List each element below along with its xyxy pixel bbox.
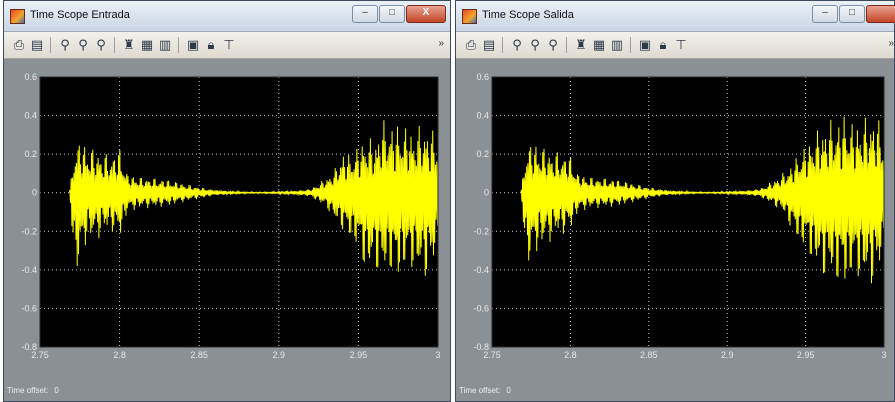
toolbar-separator	[178, 37, 179, 53]
y-tick-label: 0.6	[24, 72, 37, 82]
minimize-button[interactable]: –	[352, 5, 378, 23]
matlab-icon	[10, 9, 25, 24]
toolbar-overflow-icon[interactable]: »	[888, 38, 894, 49]
time-offset-value: 0	[506, 386, 511, 395]
toolbar-separator	[50, 37, 51, 53]
maximize-button[interactable]: □	[839, 5, 865, 23]
zoom-in-icon[interactable]: ⚲	[60, 37, 70, 52]
axes-border	[491, 76, 885, 348]
zoom-y-icon[interactable]: ⚲	[96, 37, 106, 52]
scope-window-salida: Time Scope Salida – □ ⎙ ▤ ⚲ ⚲ ⚲ ♜ ▦ ▥ ▣ …	[455, 0, 895, 402]
time-offset-readout: Time offset: 0	[7, 386, 59, 395]
x-tick-label: 2.9	[273, 350, 286, 360]
close-button[interactable]	[866, 5, 895, 23]
x-tick-label: 3	[881, 350, 886, 360]
y-tick-label: -0.8	[21, 342, 37, 352]
y-tick-label: 0.2	[24, 149, 37, 159]
time-offset-value: 0	[54, 386, 59, 395]
toolbar-separator	[630, 37, 631, 53]
scope-axes: 2.75 2.8 2.85 2.9 2.95 3 0.6 0.4 0.2 0 -0.2 -0.4 -0.…	[473, 72, 886, 360]
scope-axes: 2.75 2.8 2.85 2.9 2.95 3 0.6 0.4 0.2 0 -0.2 -0.4 -0.…	[21, 72, 440, 360]
zoom-in-icon[interactable]: ⚲	[512, 37, 522, 52]
x-tick-label: 2.95	[797, 350, 815, 360]
toolbar-separator	[566, 37, 567, 53]
save-axes-icon[interactable]: ▦	[592, 37, 606, 52]
x-tick-label: 2.8	[564, 350, 577, 360]
y-tick-label: -0.4	[21, 265, 37, 275]
y-tick-label: -0.8	[473, 342, 489, 352]
y-tick-label: 0	[32, 188, 37, 198]
print-icon[interactable]: ⎙	[13, 37, 25, 52]
x-tick-label: 2.8	[113, 350, 126, 360]
x-tick-label: 2.75	[483, 350, 501, 360]
title-bar[interactable]: Time Scope Salida – □	[456, 1, 895, 32]
zoom-y-icon[interactable]: ⚲	[548, 37, 558, 52]
parameters-icon[interactable]: ▣	[186, 37, 200, 52]
x-tick-label: 2.95	[350, 350, 368, 360]
toolbar-overflow-icon[interactable]: »	[438, 38, 444, 49]
y-tick-label: -0.6	[473, 303, 489, 313]
time-offset-readout: Time offset: 0	[459, 386, 511, 395]
toolbar-separator	[502, 37, 503, 53]
page-setup-icon[interactable]: ▤	[482, 37, 496, 52]
close-icon: X	[422, 7, 430, 18]
minimize-button[interactable]: –	[812, 5, 838, 23]
toolbar-separator	[114, 37, 115, 53]
x-tick-label: 2.85	[640, 350, 658, 360]
maximize-icon: □	[848, 7, 856, 18]
signal-selector-icon[interactable]: ⊤	[223, 37, 235, 52]
y-tick-label: -0.4	[473, 265, 489, 275]
time-offset-label: Time offset:	[7, 386, 49, 395]
title-bar[interactable]: Time Scope Entrada – □ X	[4, 1, 450, 32]
time-offset-label: Time offset:	[459, 386, 501, 395]
maximize-button[interactable]: □	[379, 5, 405, 23]
toolbar: ⎙ ▤ ⚲ ⚲ ⚲ ♜ ▦ ▥ ▣ 🔒︎ ⊤ »	[4, 32, 450, 59]
scope-window-entrada: Time Scope Entrada – □ X ⎙ ▤ ⚲ ⚲ ⚲ ♜ ▦ ▥…	[3, 0, 451, 402]
x-tick-label: 2.9	[721, 350, 734, 360]
restore-axes-icon[interactable]: ▥	[610, 37, 624, 52]
print-icon[interactable]: ⎙	[465, 37, 477, 52]
x-tick-label: 3	[435, 350, 440, 360]
parameters-icon[interactable]: ▣	[638, 37, 652, 52]
page-setup-icon[interactable]: ▤	[30, 37, 44, 52]
toolbar: ⎙ ▤ ⚲ ⚲ ⚲ ♜ ▦ ▥ ▣ 🔒︎ ⊤ »	[456, 32, 894, 59]
maximize-icon: □	[388, 7, 396, 18]
y-tick-label: -0.6	[21, 303, 37, 313]
y-tick-label: 0	[484, 188, 489, 198]
restore-axes-icon[interactable]: ▥	[158, 37, 172, 52]
x-tick-label: 2.75	[31, 350, 49, 360]
y-tick-label: 0.4	[24, 111, 37, 121]
window-title: Time Scope Salida	[482, 9, 574, 21]
signal-selector-icon[interactable]: ⊤	[675, 37, 687, 52]
lock-icon[interactable]: 🔒︎	[659, 37, 667, 52]
matlab-icon	[462, 9, 477, 24]
x-tick-label: 2.85	[190, 350, 208, 360]
y-tick-label: 0.2	[476, 149, 489, 159]
minimize-icon: –	[822, 7, 828, 18]
y-tick-label: -0.2	[473, 226, 489, 236]
zoom-x-icon[interactable]: ⚲	[78, 37, 88, 52]
autoscale-binoculars-icon[interactable]: ♜	[123, 37, 135, 52]
zoom-x-icon[interactable]: ⚲	[530, 37, 540, 52]
lock-icon[interactable]: 🔒︎	[207, 37, 215, 52]
autoscale-binoculars-icon[interactable]: ♜	[575, 37, 587, 52]
close-button[interactable]: X	[406, 5, 446, 23]
minimize-icon: –	[362, 7, 368, 18]
axes-border	[39, 76, 439, 348]
signal-trace	[520, 116, 885, 284]
y-tick-label: 0.4	[476, 111, 489, 121]
y-tick-label: 0.6	[476, 72, 489, 82]
save-axes-icon[interactable]: ▦	[140, 37, 154, 52]
window-title: Time Scope Entrada	[30, 9, 130, 21]
y-tick-label: -0.2	[21, 226, 37, 236]
